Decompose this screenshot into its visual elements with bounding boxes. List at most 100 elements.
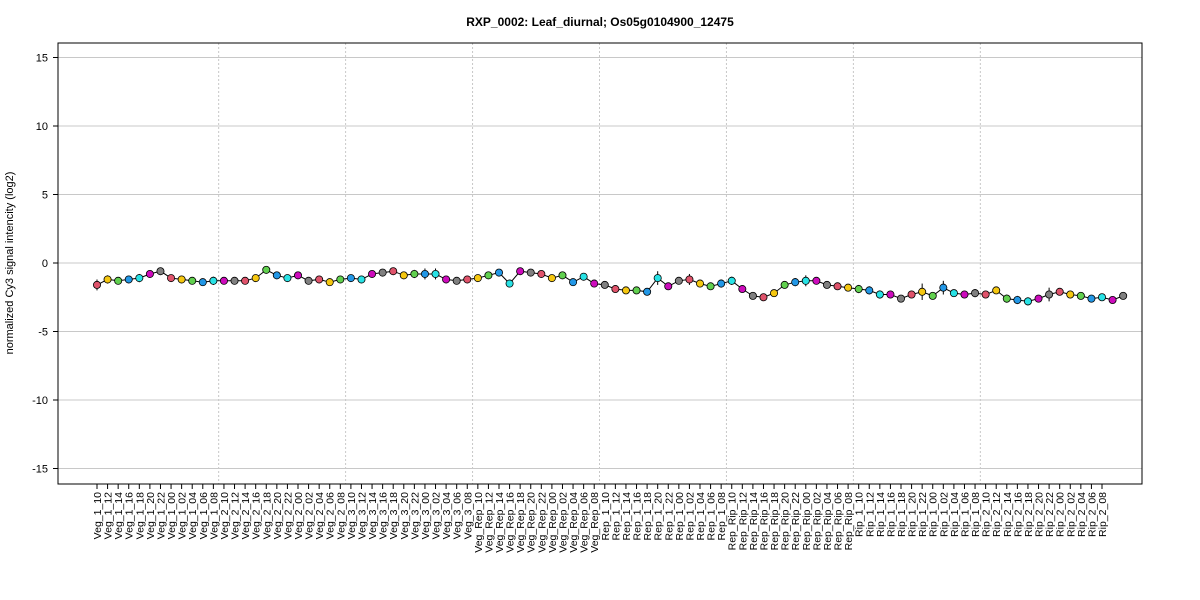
data-point	[1034, 294, 1043, 303]
data-point	[209, 276, 218, 285]
x-tick-label: Rip_2_08	[1097, 492, 1109, 537]
data-point	[981, 290, 990, 299]
x-tick-label: Rep_1_14	[621, 492, 633, 541]
data-point	[124, 275, 133, 284]
data-point	[1098, 293, 1107, 302]
x-tick-label: Veg_3_14	[367, 492, 379, 539]
data-point	[1013, 295, 1022, 304]
x-tick-label: Veg_1_22	[156, 492, 168, 539]
x-tick-label: Rip_2_20	[1034, 492, 1046, 537]
data-point	[293, 271, 302, 280]
data-point	[558, 271, 567, 280]
data-point	[315, 275, 324, 284]
x-axis: Veg_1_10Veg_1_12Veg_1_14Veg_1_16Veg_1_18…	[92, 484, 1109, 553]
x-tick-label: Rip_2_00	[1055, 492, 1067, 537]
x-tick-label: Veg_3_06	[452, 492, 464, 539]
chart-title: RXP_0002: Leaf_diurnal; Os05g0104900_124…	[466, 15, 734, 29]
x-tick-label: Veg_3_00	[420, 492, 432, 539]
x-tick-label: Veg_Rep_20	[526, 492, 538, 553]
data-point	[241, 276, 250, 285]
x-tick-label: Rip_1_16	[885, 492, 897, 537]
y-tick-label: 15	[36, 53, 48, 65]
x-tick-label: Rip_2_10	[981, 492, 993, 537]
y-tick-label: -5	[38, 327, 48, 339]
data-point	[1066, 290, 1075, 299]
data-point	[135, 274, 144, 283]
data-point	[833, 282, 842, 291]
y-tick-label: 5	[42, 190, 48, 202]
data-series	[93, 265, 1128, 306]
x-tick-label: Rep_1_18	[642, 492, 654, 541]
data-point	[262, 265, 271, 274]
x-tick-label: Veg_1_08	[208, 492, 220, 539]
x-tick-label: Rip_2_22	[1044, 492, 1056, 537]
data-point	[463, 275, 472, 284]
x-tick-label: Rep_Rip_14	[748, 492, 760, 551]
data-point	[717, 279, 726, 288]
x-tick-label: Rep_1_02	[684, 492, 696, 541]
x-tick-label: Veg_Rep_18	[515, 492, 527, 553]
y-axis: -15 -10 -5 0 5 10 15	[32, 53, 58, 476]
x-tick-label: Veg_1_00	[166, 492, 178, 539]
y-tick-label: -15	[32, 464, 48, 476]
x-tick-label: Rep_Rip_22	[790, 492, 802, 551]
data-point	[696, 279, 705, 288]
data-point	[484, 271, 493, 280]
x-tick-label: Veg_3_08	[462, 492, 474, 539]
data-point	[770, 289, 779, 298]
data-point	[325, 278, 334, 287]
data-point	[992, 286, 1001, 295]
y-tick-label: 10	[36, 121, 48, 133]
x-tick-label: Veg_1_06	[198, 492, 210, 539]
x-tick-label: Rep_1_12	[610, 492, 622, 541]
x-tick-label: Veg_2_14	[240, 492, 252, 539]
x-tick-label: Veg_3_10	[346, 492, 358, 539]
x-tick-label: Rip_1_10	[854, 492, 866, 537]
data-point	[706, 282, 715, 291]
data-point	[442, 275, 451, 284]
x-tick-label: Veg_1_04	[187, 492, 199, 539]
data-point	[949, 289, 958, 298]
x-tick-label: Rip_2_06	[1086, 492, 1098, 537]
x-tick-label: Rep_1_06	[706, 492, 718, 541]
data-point	[971, 289, 980, 298]
data-point	[452, 276, 461, 285]
x-tick-label: Veg_2_00	[293, 492, 305, 539]
data-point	[791, 278, 800, 287]
x-tick-label: Rep_Rip_18	[769, 492, 781, 551]
data-point	[918, 287, 927, 296]
x-tick-label: Rip_1_22	[917, 492, 929, 537]
data-point	[272, 271, 281, 280]
x-tick-label: Rip_1_04	[949, 492, 961, 537]
x-tick-label: Veg_3_22	[409, 492, 421, 539]
data-point	[1045, 290, 1054, 299]
x-tick-label: Rip_1_12	[864, 492, 876, 537]
data-point	[188, 276, 197, 285]
x-tick-label: Veg_1_20	[145, 492, 157, 539]
data-point	[653, 274, 662, 283]
data-point	[600, 280, 609, 289]
x-tick-label: Veg_3_02	[431, 492, 443, 539]
data-point	[198, 278, 207, 287]
x-tick-label: Veg_2_06	[325, 492, 337, 539]
x-tick-label: Veg_2_18	[261, 492, 273, 539]
data-point	[865, 286, 874, 295]
x-tick-label: Rip_2_16	[1012, 492, 1024, 537]
data-point	[960, 290, 969, 299]
data-point	[748, 291, 757, 300]
data-point	[801, 276, 810, 285]
data-point	[928, 291, 937, 300]
data-point	[473, 274, 482, 283]
data-point	[643, 287, 652, 296]
x-tick-label: Rep_1_00	[674, 492, 686, 541]
x-tick-label: Rep_Rip_04	[822, 492, 834, 551]
x-tick-label: Veg_Rep_08	[589, 492, 601, 553]
group-dividers	[218, 43, 981, 484]
data-point	[219, 276, 228, 285]
data-point	[410, 269, 419, 278]
x-tick-label: Veg_1_18	[134, 492, 146, 539]
data-point	[526, 268, 535, 277]
data-point	[399, 271, 408, 280]
data-point	[368, 269, 377, 278]
